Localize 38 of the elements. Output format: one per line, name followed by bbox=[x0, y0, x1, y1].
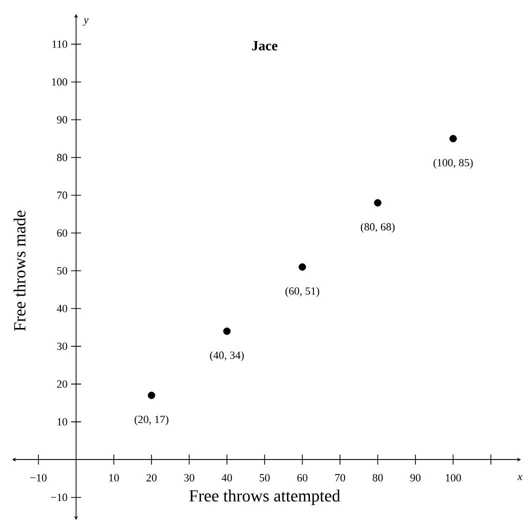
x-tick-label: 40 bbox=[222, 474, 232, 482]
y-axis-title: Free throws made bbox=[14, 210, 26, 331]
y-tick-label: 50 bbox=[57, 267, 68, 274]
annotation: x bbox=[517, 475, 522, 480]
x-axis-title: Free throws attempted bbox=[189, 490, 340, 506]
point bbox=[223, 328, 231, 335]
point bbox=[374, 199, 382, 206]
data-label: (100, 85) bbox=[434, 158, 473, 169]
y-tick-label: 110 bbox=[52, 40, 68, 48]
x-tick-label: 10 bbox=[109, 474, 119, 482]
x-tick-label: 70 bbox=[335, 474, 346, 482]
x-tick-label: 80 bbox=[372, 474, 383, 482]
x-tick-label: −10 bbox=[30, 474, 47, 482]
point bbox=[449, 134, 457, 142]
y-tick-label: 10 bbox=[58, 418, 68, 426]
x-tick-label: 30 bbox=[184, 474, 194, 482]
y-tick-label: 20 bbox=[57, 380, 68, 388]
data-label: (80, 68) bbox=[360, 222, 395, 233]
data-label: (20, 17) bbox=[134, 415, 168, 426]
y-tick-label: −10 bbox=[51, 494, 68, 502]
y-tick-label: 70 bbox=[57, 192, 68, 199]
point bbox=[148, 392, 156, 400]
data-label: (40, 34) bbox=[210, 351, 244, 362]
x-tick-label: 90 bbox=[410, 474, 420, 482]
y-tick-label: 80 bbox=[57, 154, 68, 162]
point bbox=[298, 263, 306, 271]
y-tick-label: 60 bbox=[57, 229, 68, 237]
y-tick-label: 90 bbox=[56, 116, 68, 124]
x-tick-label: 20 bbox=[146, 474, 157, 482]
data-label: (60, 51) bbox=[285, 287, 320, 297]
y-tick-label: 40 bbox=[56, 304, 68, 312]
y-tick-label: 100 bbox=[52, 78, 68, 86]
annotation: y bbox=[82, 18, 89, 26]
x-tick-label: 60 bbox=[297, 474, 308, 482]
y-tick-label: 30 bbox=[57, 342, 68, 350]
text: Jace bbox=[252, 41, 278, 50]
x-tick-label: 50 bbox=[260, 474, 270, 482]
x-tick-label: 100 bbox=[446, 474, 461, 482]
